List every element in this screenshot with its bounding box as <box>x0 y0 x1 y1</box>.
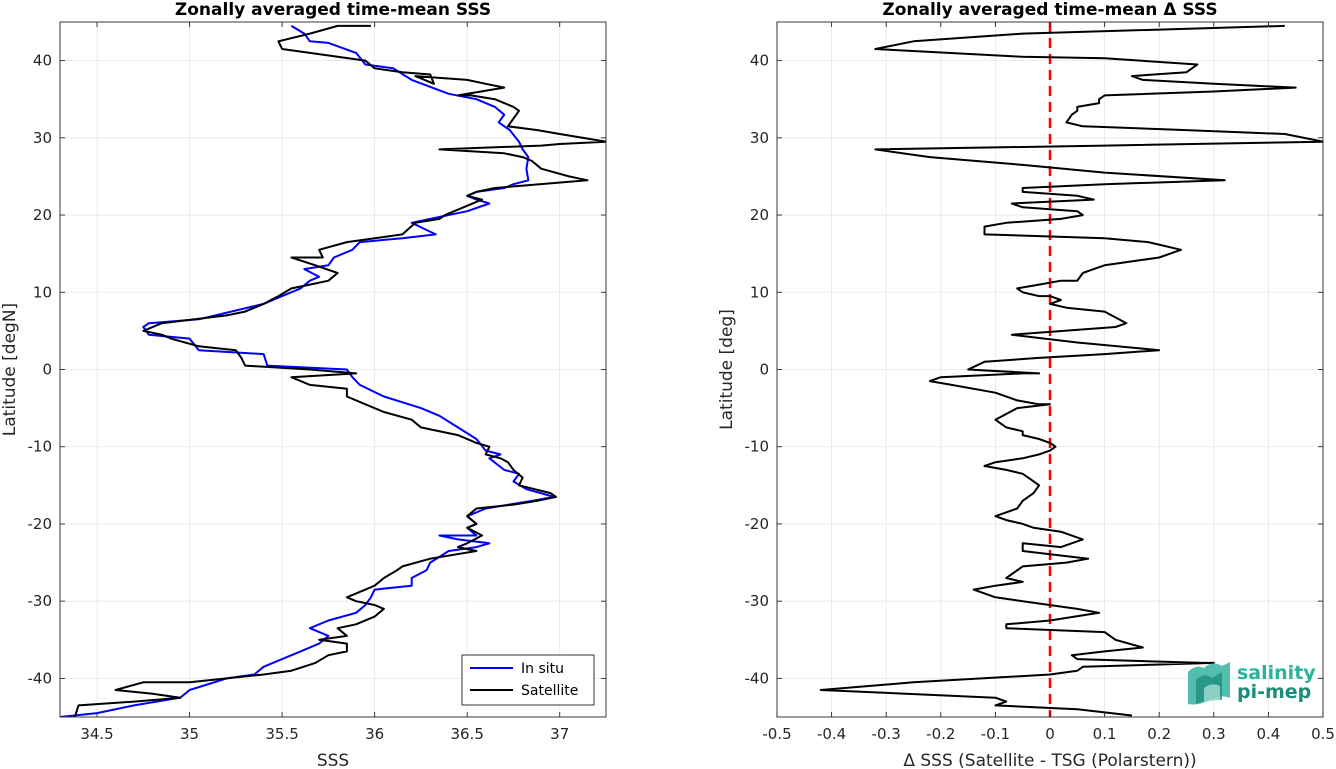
panel1-xtick-label: 34.5 <box>80 725 113 743</box>
panel2-ytick-label: -20 <box>745 515 770 533</box>
panel2-xlabel: Δ SSS (Satellite - TSG (Polarstern)) <box>903 751 1196 769</box>
panel2-title: Zonally averaged time-mean Δ SSS <box>882 0 1217 20</box>
panel2-xtick-label: 0.3 <box>1202 725 1226 743</box>
panel1-ytick-label: 10 <box>33 283 52 301</box>
panel2-ytick-label: 40 <box>750 52 769 70</box>
panel2-series-series-0 <box>819 24 1323 717</box>
panel1-ylabel: Latitude [degN] <box>0 303 20 436</box>
panel2-xtick-label: -0.5 <box>762 725 791 743</box>
panel1-ytick-label: -10 <box>28 438 53 456</box>
panel2-xtick-label: -0.1 <box>981 725 1010 743</box>
panel2-xtick-label: 0.4 <box>1256 725 1280 743</box>
panel2-xtick-label: 0.2 <box>1147 725 1171 743</box>
panel2-xtick-label: 0 <box>1045 725 1055 743</box>
logo-wave-icon <box>1188 662 1230 705</box>
panel2-xtick-label: -0.4 <box>817 725 846 743</box>
legend-box <box>461 654 595 706</box>
panel2-xtick-label: -0.3 <box>872 725 901 743</box>
panel1-ytick-label: 30 <box>33 129 52 147</box>
panel1-series-satellite <box>73 24 606 717</box>
panel1-ytick-label: 20 <box>33 206 52 224</box>
panel1-xtick-label: 37 <box>550 725 569 743</box>
panel2-ytick-label: 10 <box>750 283 769 301</box>
panel2: -0.5 -0.4 -0.3 -0.2 -0.1 0 0.1 0.2 0.3 0.4 0.5 -40 -… <box>717 0 1335 769</box>
panel2-ytick-label: -40 <box>745 669 770 687</box>
panel2-ytick-label: 30 <box>750 129 769 147</box>
panel2-ytick-label: 0 <box>759 361 769 379</box>
salinity-pi-mep-logo: salinity pi-mep <box>1188 662 1316 705</box>
legend-satellite-label: Satellite <box>521 683 578 699</box>
panel1-ytick-label: -40 <box>28 669 53 687</box>
panel1-series-in-situ <box>60 25 556 717</box>
logo-line2: pi-mep <box>1237 681 1311 703</box>
panel1-ytick-label: 0 <box>42 361 52 379</box>
panel2-xtick-label: 0.5 <box>1311 725 1335 743</box>
panel2-ytick-label: 20 <box>750 206 769 224</box>
panel1-title: Zonally averaged time-mean SSS <box>175 0 491 20</box>
panel1-xtick-label: 35.5 <box>265 725 298 743</box>
panel2-xtick-label: -0.2 <box>926 725 955 743</box>
panel2-ytick-label: -30 <box>745 592 770 610</box>
logo-line1: salinity <box>1237 662 1316 684</box>
panel2-ylabel: Latitude [deg] <box>717 309 737 430</box>
panel1-xlabel: SSS <box>317 751 349 769</box>
panel2-ytick-label: -10 <box>745 438 770 456</box>
panel1-ytick-label: -20 <box>28 515 53 533</box>
panel1-xtick-label: 36 <box>365 725 384 743</box>
panel1-xtick-label: 35 <box>180 725 199 743</box>
panel1-ytick-label: 40 <box>33 52 52 70</box>
panel1: 34.5 35 35.5 36 36.5 37 -40 -30 -20 -10 0 10 20 30 40 Z… <box>0 0 607 769</box>
legend-insitu-label: In situ <box>521 661 564 677</box>
legend: In situ Satellite <box>461 654 595 706</box>
panel2-xtick-label: 0.1 <box>1093 725 1117 743</box>
panel1-xtick-label: 36.5 <box>450 725 483 743</box>
panel1-ytick-label: -30 <box>28 592 53 610</box>
